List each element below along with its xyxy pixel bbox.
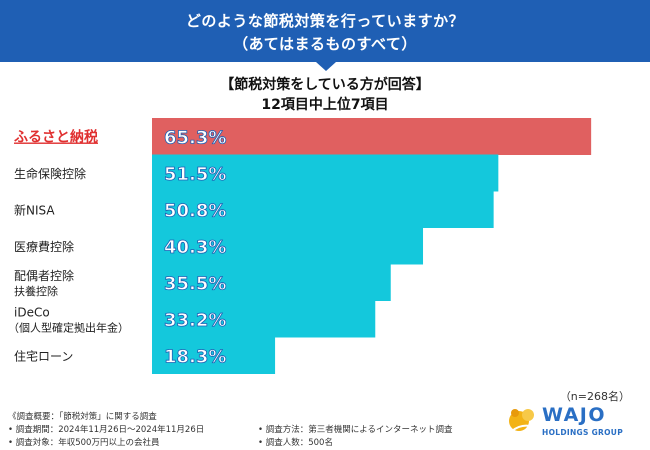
bar-2 xyxy=(152,154,499,192)
question-note: （あてはまるものすべて） xyxy=(233,35,417,53)
company-logo: WAJO HOLDINGS GROUP xyxy=(506,401,636,446)
bar-4 xyxy=(152,227,424,265)
category-label-6: iDeCo xyxy=(14,306,50,320)
category-label-3: 新NISA xyxy=(14,203,55,218)
bar-5 xyxy=(152,264,391,301)
items-subtitle: 12項目中上位7項目 xyxy=(261,97,389,113)
survey-summary-title: 《調査概要：「節税対策」に関する調査 xyxy=(8,412,157,422)
category-label-6: （個人型確定拠出年金） xyxy=(8,321,129,335)
survey-target: • 調査対象：年収500万円以上の会社員 xyxy=(8,438,160,448)
category-label-2: 生命保険控除 xyxy=(14,166,86,181)
question-title: どのような節税対策を行っていますか？ xyxy=(185,12,465,30)
respondent-subtitle: 【節税対策をしている方が回答】 xyxy=(220,77,430,93)
survey-period: • 調査期間：2024年11月26日〜2024年11月26日 xyxy=(8,425,205,435)
logo-subtitle: HOLDINGS GROUP xyxy=(542,428,623,437)
category-label-1: ふるさと納税 xyxy=(14,129,98,146)
value-label-6: 33.2% xyxy=(164,310,226,331)
survey-count: • 調査人数：500名 xyxy=(258,438,333,448)
bar-1 xyxy=(152,118,592,155)
category-label-5: 扶養控除 xyxy=(14,284,58,298)
header-banner: どのような節税対策を行っていますか？ （あてはまるものすべて） xyxy=(0,0,650,62)
bar-3 xyxy=(152,191,494,228)
category-label-7: 住宅ローン xyxy=(14,349,73,364)
gold-leaf-icon xyxy=(509,409,535,432)
value-label-2: 51.5% xyxy=(164,164,226,185)
sample-size-label: （n=268名） xyxy=(559,390,630,403)
value-label-4: 40.3% xyxy=(164,237,226,258)
value-label-1: 65.3% xyxy=(164,128,226,149)
bar-7 xyxy=(152,337,276,374)
bar-6 xyxy=(152,300,376,338)
category-label-4: 医療費控除 xyxy=(14,239,74,254)
header-pointer xyxy=(316,62,336,71)
value-label-7: 18.3% xyxy=(164,347,226,368)
category-label-5: 配偶者控除 xyxy=(14,268,74,283)
value-label-5: 35.5% xyxy=(164,274,226,295)
survey-method: • 調査方法：第三者機関によるインターネット調査 xyxy=(258,425,453,435)
value-label-3: 50.8% xyxy=(164,201,226,222)
logo-name: WAJO xyxy=(542,404,607,426)
